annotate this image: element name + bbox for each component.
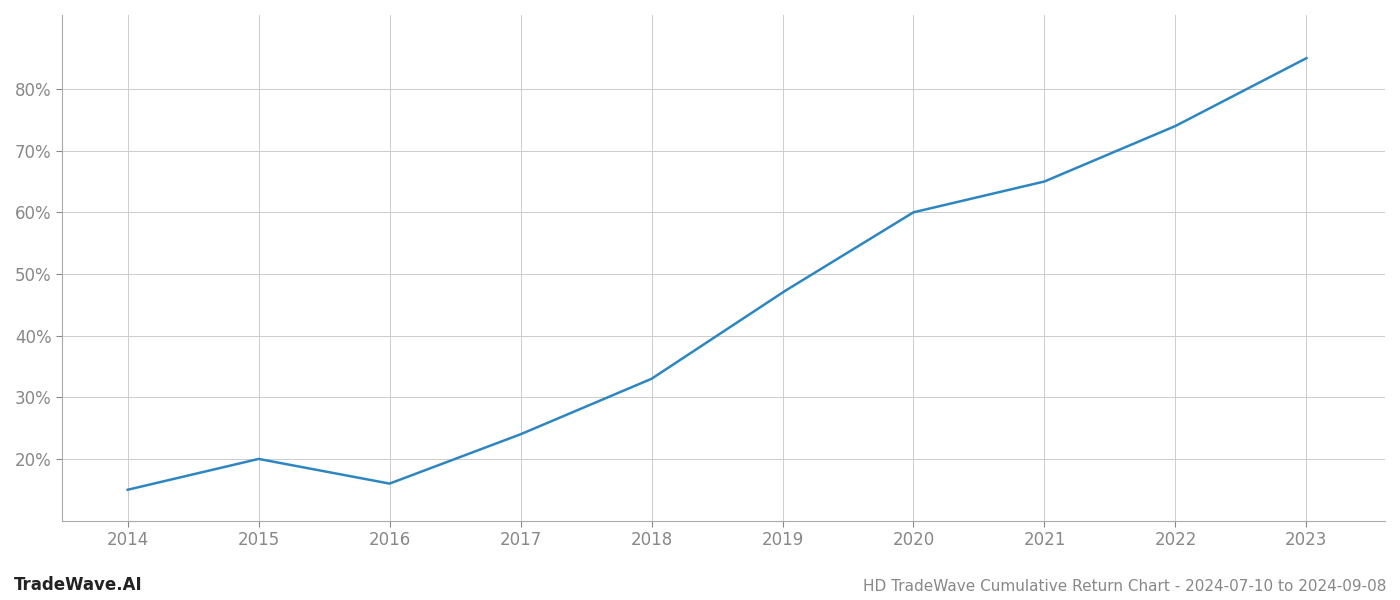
Text: HD TradeWave Cumulative Return Chart - 2024-07-10 to 2024-09-08: HD TradeWave Cumulative Return Chart - 2…	[862, 579, 1386, 594]
Text: TradeWave.AI: TradeWave.AI	[14, 576, 143, 594]
